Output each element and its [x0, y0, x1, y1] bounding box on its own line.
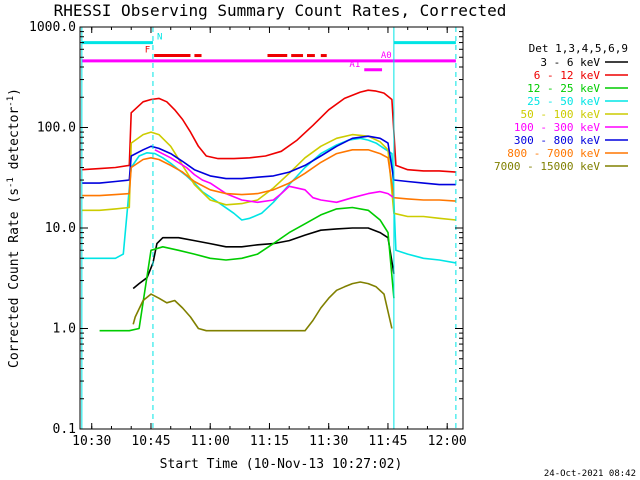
- date-stamp: 24-Oct-2021 08:42: [544, 469, 636, 479]
- flag-label-a1: A1: [349, 60, 360, 70]
- y-axis-label: Corrected Count Rate (s-1 detector-1): [6, 88, 22, 368]
- x-tick-label: 11:00: [191, 434, 230, 449]
- y-tick-label: 100.0: [37, 121, 76, 136]
- flag-label-a0: A0: [381, 51, 392, 61]
- series-line-300-800-kev: [81, 135, 456, 186]
- y-tick-label: 1.0: [53, 322, 76, 337]
- x-tick-label: 11:30: [309, 434, 348, 449]
- legend-title: Det 1,3,4,5,6,9: [529, 42, 628, 55]
- flag-label-n: N: [157, 33, 162, 43]
- legend-label-100-300-kev: 100 - 300 keV: [514, 121, 600, 134]
- legend-label-7000-15000-kev: 7000 - 15000 keV: [494, 160, 600, 173]
- legend-label-50-100-kev: 50 - 100 keV: [521, 108, 601, 121]
- series-line-25-50-kev: [81, 137, 457, 264]
- flag-label-f: F: [145, 46, 150, 56]
- series-line-100-300-kev: [154, 149, 395, 204]
- x-tick-label: 12:00: [428, 434, 467, 449]
- legend-label-300-800-kev: 300 - 800 keV: [514, 134, 600, 147]
- legend-label-3-6-kev: 3 - 6 keV: [540, 56, 600, 69]
- x-tick-label: 10:30: [72, 434, 111, 449]
- legend-label-800-7000-kev: 800 - 7000 keV: [507, 147, 600, 160]
- legend-label-6-12-kev: 6 - 12 keV: [534, 69, 601, 82]
- series-line-7000-15000-kev: [132, 281, 393, 332]
- y-tick-label: 10.0: [45, 221, 76, 236]
- x-tick-label: 11:45: [368, 434, 407, 449]
- x-tick-label: 11:15: [250, 434, 289, 449]
- chart-title: RHESSI Observing Summary Count Rates, Co…: [54, 1, 507, 20]
- x-axis-label: Start Time (10-Nov-13 10:27:02): [160, 457, 403, 472]
- legend-label-25-50-kev: 25 - 50 keV: [527, 95, 600, 108]
- series-line-6-12-kev: [81, 89, 456, 173]
- series-line-800-7000-kev: [81, 149, 456, 202]
- series-line-3-6-kev: [132, 227, 395, 290]
- x-tick-label: 10:45: [131, 434, 170, 449]
- legend-label-12-25-kev: 12 - 25 keV: [527, 82, 600, 95]
- series-line-12-25-kev: [99, 206, 395, 332]
- y-tick-label: 1000.0: [29, 20, 76, 35]
- y-tick-label: 0.1: [53, 422, 76, 437]
